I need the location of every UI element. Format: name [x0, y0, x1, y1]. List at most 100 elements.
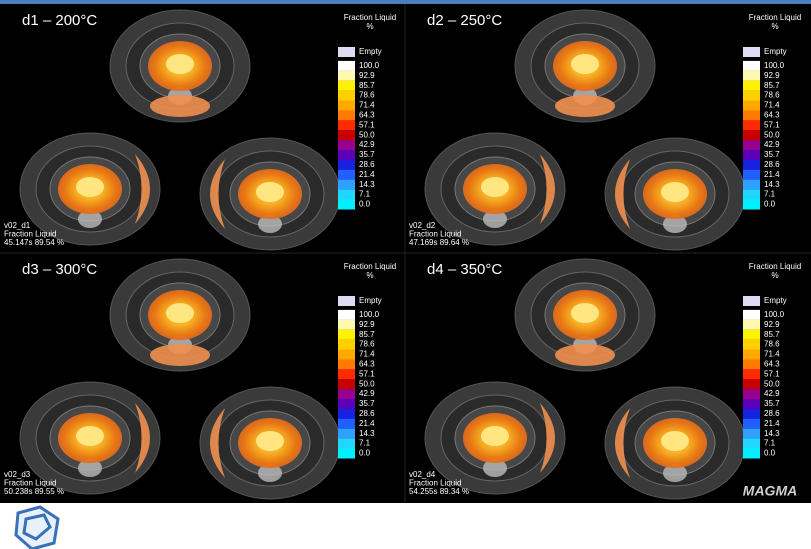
legend-swatch	[338, 140, 355, 150]
legend-swatch	[743, 320, 760, 330]
legend-title: Fraction Liquid	[749, 262, 801, 271]
legend-label: 57.1	[359, 120, 375, 129]
legend-swatch	[743, 101, 760, 111]
legend-title: %	[771, 271, 778, 280]
legend-label: 0.0	[764, 449, 776, 458]
legend-label: 78.6	[359, 91, 375, 100]
legend-label: 50.0	[359, 130, 375, 139]
legend-swatch	[743, 71, 760, 81]
legend-swatch	[338, 379, 355, 389]
legend-label: 57.1	[359, 369, 375, 378]
legend-swatch	[743, 81, 760, 91]
legend-swatch	[743, 359, 760, 369]
legend-swatch	[743, 379, 760, 389]
legend-label: 42.9	[359, 389, 375, 398]
legend-label: 28.6	[764, 409, 780, 418]
melt-core	[256, 182, 284, 202]
legend-swatch	[338, 170, 355, 180]
legend-swatch	[743, 296, 760, 306]
legend-label: 7.1	[764, 190, 776, 199]
legend-swatch	[338, 110, 355, 120]
legend-label: 92.9	[764, 320, 780, 329]
legend-swatch	[338, 310, 355, 320]
legend-swatch	[338, 71, 355, 81]
panel-title: d2 – 250°C	[427, 12, 502, 29]
info-text: 50.238s 89.55 %	[4, 487, 64, 496]
legend-swatch	[338, 61, 355, 71]
legend-swatch	[743, 419, 760, 429]
panel-title: d1 – 200°C	[22, 12, 97, 29]
legend-label: 64.3	[359, 111, 375, 120]
melt-core	[76, 426, 104, 446]
legend-label: 50.0	[359, 379, 375, 388]
legend-swatch	[743, 150, 760, 160]
legend-swatch	[743, 399, 760, 409]
legend-label: 50.0	[764, 379, 780, 388]
melt-core	[256, 431, 284, 451]
legend-swatch	[338, 150, 355, 160]
logo-text: MAGMA	[743, 483, 797, 499]
legend-swatch	[338, 190, 355, 200]
legend-swatch	[743, 409, 760, 419]
legend-label: 92.9	[764, 71, 780, 80]
top-strip	[0, 0, 811, 4]
legend-swatch	[743, 429, 760, 439]
legend-swatch	[338, 81, 355, 91]
legend-swatch	[743, 91, 760, 101]
legend-label: 28.6	[764, 160, 780, 169]
legend-label: 21.4	[359, 419, 375, 428]
legend-swatch	[338, 91, 355, 101]
legend-swatch	[743, 170, 760, 180]
legend-swatch	[338, 340, 355, 350]
company-logo	[16, 507, 58, 549]
legend-swatch	[743, 180, 760, 190]
legend-label: 64.3	[764, 360, 780, 369]
legend-label: Empty	[764, 296, 787, 305]
legend-swatch	[743, 120, 760, 130]
legend-label: Empty	[764, 47, 787, 56]
info-text: 47.169s 89.64 %	[409, 238, 469, 247]
legend-label: Empty	[359, 47, 382, 56]
legend-label: 64.3	[359, 360, 375, 369]
legend-swatch	[338, 320, 355, 330]
legend-swatch	[743, 330, 760, 340]
panel-title: d4 – 350°C	[427, 261, 502, 278]
feeder	[150, 344, 210, 366]
legend-swatch	[743, 389, 760, 399]
legend-label: 14.3	[359, 429, 375, 438]
melt-core	[571, 303, 599, 323]
info-text: 54.255s 89.34 %	[409, 487, 469, 496]
legend-label: 85.7	[359, 330, 375, 339]
legend-label: 92.9	[359, 71, 375, 80]
legend-swatch	[338, 330, 355, 340]
melt-core	[661, 431, 689, 451]
legend-label: 35.7	[359, 399, 375, 408]
melt-core	[481, 426, 509, 446]
legend-label: 57.1	[764, 120, 780, 129]
legend-label: 7.1	[359, 439, 371, 448]
legend-label: 71.4	[764, 101, 780, 110]
legend-title: Fraction Liquid	[344, 13, 396, 22]
legend-swatch	[338, 359, 355, 369]
slide: MAGMA d1 – 200°C Fraction Liquid% Empty 100…	[0, 0, 811, 549]
legend-swatch	[743, 350, 760, 360]
legend-label: 100.0	[359, 61, 380, 70]
legend-label: 28.6	[359, 409, 375, 418]
legend-label: 7.1	[359, 190, 371, 199]
legend-label: 78.6	[764, 91, 780, 100]
legend-label: 7.1	[764, 439, 776, 448]
melt-core	[661, 182, 689, 202]
legend-label: 21.4	[764, 419, 780, 428]
legend-swatch	[743, 140, 760, 150]
legend-swatch	[338, 389, 355, 399]
legend-label: 42.9	[764, 389, 780, 398]
melt-core	[166, 303, 194, 323]
legend-swatch	[338, 101, 355, 111]
melt-core	[76, 177, 104, 197]
legend-swatch	[743, 340, 760, 350]
legend-label: 35.7	[764, 150, 780, 159]
legend-swatch	[338, 409, 355, 419]
legend-swatch	[338, 369, 355, 379]
legend-title: %	[366, 22, 373, 31]
legend-label: 14.3	[764, 180, 780, 189]
